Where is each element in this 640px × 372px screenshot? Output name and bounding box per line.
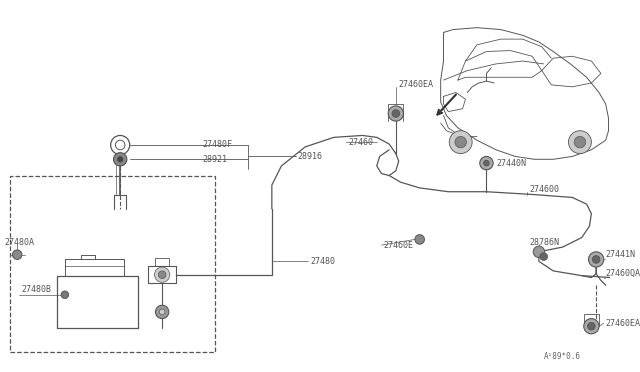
Text: 28786N: 28786N (529, 238, 559, 247)
Bar (10, 176, 214, 352)
Circle shape (480, 157, 493, 170)
Text: 27460E: 27460E (383, 241, 413, 250)
Circle shape (117, 157, 123, 162)
Circle shape (589, 252, 604, 267)
Text: 27440N: 27440N (496, 158, 526, 168)
Circle shape (415, 235, 424, 244)
Circle shape (12, 250, 22, 259)
Circle shape (61, 291, 68, 299)
Circle shape (584, 318, 599, 334)
Circle shape (392, 110, 399, 117)
Text: 28916: 28916 (298, 152, 323, 161)
Circle shape (484, 160, 490, 166)
Text: 27441N: 27441N (605, 250, 636, 259)
Circle shape (449, 131, 472, 154)
Circle shape (113, 153, 127, 166)
Circle shape (455, 137, 467, 148)
Text: 27460QA: 27460QA (605, 269, 640, 278)
Circle shape (568, 131, 591, 154)
Circle shape (154, 267, 170, 282)
Circle shape (574, 137, 586, 148)
Text: 27460EA: 27460EA (605, 319, 640, 328)
Circle shape (533, 246, 545, 257)
Text: A¹89*0.6: A¹89*0.6 (544, 352, 580, 361)
Circle shape (158, 271, 166, 279)
Circle shape (540, 253, 547, 260)
Text: 27480A: 27480A (4, 238, 35, 247)
Circle shape (388, 106, 403, 121)
Text: 28921: 28921 (202, 155, 227, 164)
Circle shape (593, 256, 600, 263)
Circle shape (156, 305, 169, 318)
Text: 27460: 27460 (348, 138, 373, 147)
Text: 274600: 274600 (529, 185, 559, 194)
Text: 27480B: 27480B (21, 285, 51, 295)
Circle shape (588, 323, 595, 330)
Text: 27460EA: 27460EA (399, 80, 434, 89)
Circle shape (159, 309, 165, 315)
Text: 27480F: 27480F (202, 141, 232, 150)
Text: 27480: 27480 (310, 257, 335, 266)
